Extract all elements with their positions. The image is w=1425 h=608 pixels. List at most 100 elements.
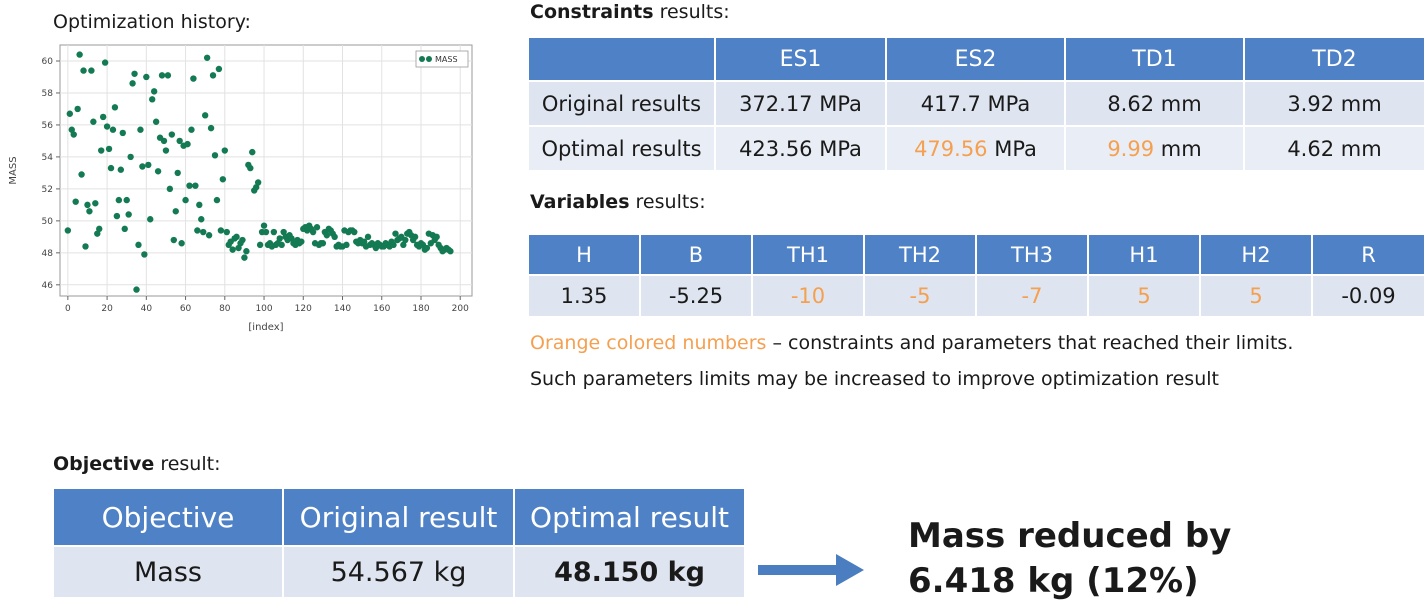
- data-point: [84, 201, 91, 209]
- data-point: [147, 216, 154, 223]
- data-point: [288, 235, 295, 242]
- data-point: [105, 145, 113, 153]
- data-point: [249, 148, 256, 156]
- summary-line-1: Mass reduced by: [908, 516, 1232, 556]
- variables-header-h1: H1: [1087, 233, 1201, 276]
- table-cell: 5: [1199, 274, 1313, 318]
- data-point: [309, 228, 317, 236]
- table-row: Original results 372.17 MPa 417.7 MPa 8.…: [527, 80, 1425, 127]
- data-point: [184, 140, 191, 148]
- data-point: [247, 164, 254, 172]
- data-point: [133, 286, 140, 293]
- data-point: [447, 248, 454, 255]
- row-label: Original results: [527, 80, 716, 127]
- data-point: [203, 54, 211, 61]
- arrow-shaft: [758, 565, 838, 575]
- data-point: [402, 236, 409, 244]
- data-point: [241, 254, 248, 261]
- variables-table: H B TH1 TH2 TH3 H1 H2 R 1.35 -5.25 -10 -…: [527, 233, 1425, 318]
- x-tick-label: 60: [180, 304, 192, 314]
- data-point: [188, 126, 195, 133]
- data-point: [164, 72, 172, 79]
- data-point: [111, 104, 119, 111]
- legend-label: MASS: [435, 55, 458, 64]
- objective-table: Objective Original result Optimal result…: [52, 487, 746, 599]
- data-point: [172, 208, 179, 215]
- data-point: [200, 228, 207, 236]
- cell-unit: mm: [1154, 91, 1202, 116]
- variables-header-r: R: [1311, 233, 1425, 276]
- data-point: [252, 184, 260, 191]
- data-point: [360, 238, 368, 245]
- cell-unit: mm: [1334, 136, 1382, 161]
- note-line-1: Orange colored numbers – constraints and…: [530, 332, 1293, 354]
- data-point: [313, 224, 321, 231]
- data-point: [198, 216, 205, 223]
- table-cell: 5: [1087, 274, 1201, 318]
- table-cell: 9.99 mm: [1064, 125, 1245, 172]
- data-point: [107, 164, 115, 172]
- data-point: [207, 124, 215, 132]
- data-point: [223, 228, 230, 236]
- data-point: [152, 118, 160, 125]
- data-point: [162, 147, 170, 154]
- plot-area: [59, 44, 473, 297]
- table-cell: -0.09: [1311, 274, 1425, 318]
- data-point: [139, 163, 146, 170]
- data-point: [96, 225, 103, 233]
- objective-label-bold: Objective: [53, 453, 155, 475]
- data-point: [135, 241, 142, 249]
- data-point: [70, 131, 77, 138]
- data-point: [400, 241, 407, 249]
- cell-number: 479.56: [914, 136, 988, 161]
- data-point: [343, 241, 350, 249]
- data-point: [68, 126, 75, 133]
- data-point: [190, 75, 197, 82]
- variables-label-rest: results:: [629, 191, 706, 213]
- data-point: [88, 67, 95, 74]
- data-point: [90, 118, 97, 125]
- data-point: [215, 65, 223, 73]
- y-tick-label: 50: [42, 217, 54, 227]
- data-point: [92, 200, 99, 207]
- data-point: [280, 228, 287, 236]
- table-row: 1.35 -5.25 -10 -5 -7 5 5 -0.09: [527, 274, 1425, 318]
- data-point: [351, 228, 358, 236]
- x-axis-label: [index]: [248, 322, 283, 333]
- objective-header-original: Original result: [282, 487, 515, 547]
- data-point: [270, 228, 278, 236]
- objective-header-objective: Objective: [52, 487, 284, 547]
- data-point: [150, 88, 158, 95]
- data-point: [331, 233, 338, 241]
- summary-line-2: 6.418 kg (12%): [908, 561, 1199, 601]
- data-point: [392, 230, 399, 237]
- data-point: [298, 238, 305, 245]
- data-point: [137, 126, 144, 133]
- table-cell: -5: [863, 274, 977, 318]
- row-label: Optimal results: [527, 125, 716, 172]
- constraints-header-blank: [527, 36, 716, 82]
- data-point: [390, 241, 397, 249]
- variables-label-bold: Variables: [530, 191, 630, 213]
- data-point: [78, 171, 85, 178]
- cell-number: 9.99: [1107, 136, 1155, 161]
- data-point: [127, 153, 134, 161]
- y-axis-label: MASS: [8, 156, 19, 184]
- arrow-head: [836, 554, 864, 586]
- cell-number: 8.62: [1107, 91, 1155, 116]
- data-point: [201, 112, 209, 119]
- cell-number: 417.7: [920, 91, 981, 116]
- data-point: [364, 233, 372, 241]
- objective-label-rest: result:: [154, 453, 221, 475]
- x-tick-label: 120: [295, 304, 312, 314]
- y-tick-label: 54: [42, 153, 54, 163]
- x-tick-label: 40: [141, 304, 153, 314]
- data-point: [423, 244, 431, 252]
- variables-label: Variables results:: [530, 191, 706, 213]
- constraints-label-bold: Constraints: [530, 1, 654, 23]
- objective-optimal: 48.150 kg: [513, 545, 746, 599]
- table-cell: 3.92 mm: [1243, 80, 1425, 127]
- data-point: [278, 241, 285, 249]
- data-point: [101, 59, 109, 66]
- data-point: [109, 126, 117, 133]
